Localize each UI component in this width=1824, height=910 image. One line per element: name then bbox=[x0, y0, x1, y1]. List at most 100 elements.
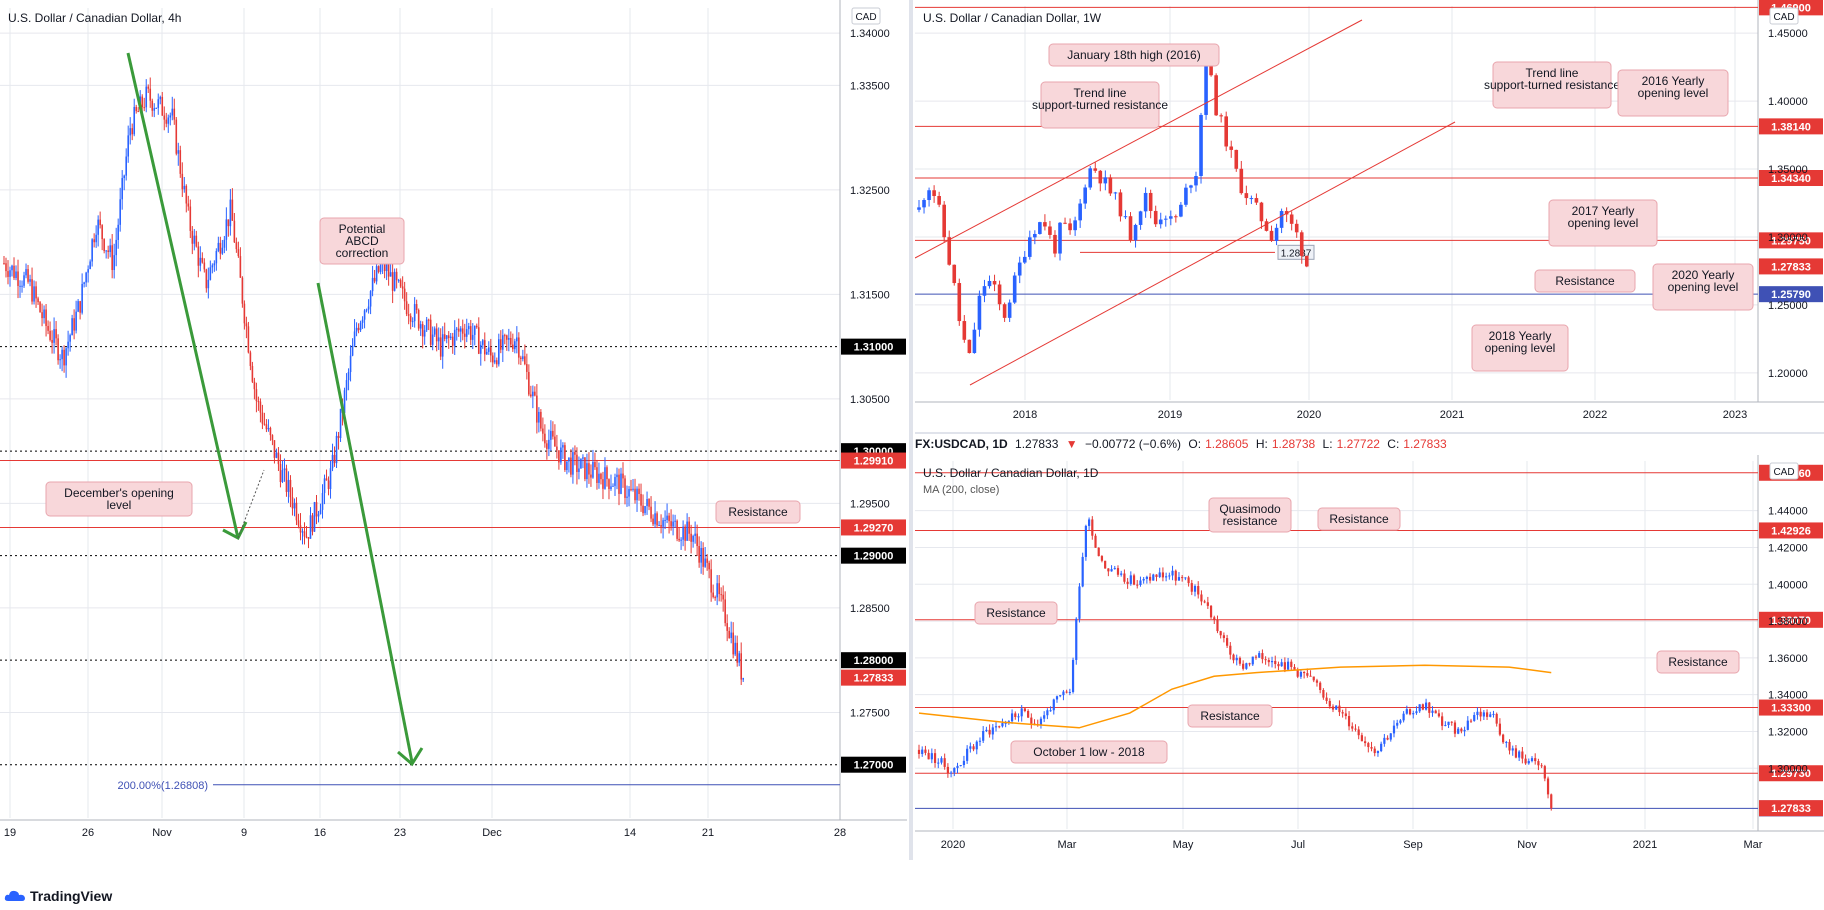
chart-daily-svg[interactable]: 1.460601.429261.380701.333001.297301.278… bbox=[915, 455, 1824, 860]
candle-body bbox=[560, 447, 562, 463]
candle-body bbox=[1514, 748, 1518, 758]
trendline-note-left-text: Trend line bbox=[1074, 86, 1127, 100]
candle-body bbox=[433, 328, 436, 335]
candle-body bbox=[953, 767, 956, 773]
candle-body bbox=[694, 533, 696, 536]
candle-body bbox=[536, 395, 538, 423]
candle-body bbox=[1274, 660, 1277, 665]
candle-body bbox=[193, 235, 196, 244]
candle-body bbox=[187, 203, 190, 207]
candle-body bbox=[485, 351, 488, 355]
candle-body bbox=[622, 473, 624, 479]
candle-body bbox=[311, 515, 314, 532]
price-change: −0.00772 (−0.6%) bbox=[1084, 437, 1182, 451]
price-tick-label: 1.45000 bbox=[1768, 28, 1808, 40]
candle-body bbox=[1142, 578, 1145, 581]
candle-body bbox=[1259, 202, 1264, 222]
candle-body bbox=[1107, 568, 1110, 572]
jan-2016-high-note-text: January 18th high (2016) bbox=[1067, 48, 1200, 62]
candle-body bbox=[71, 318, 73, 336]
candle-body bbox=[997, 284, 1002, 305]
candle-body bbox=[1380, 743, 1383, 752]
candle-body bbox=[1309, 675, 1312, 677]
candle-body bbox=[1214, 75, 1218, 116]
candle-body bbox=[21, 285, 23, 287]
candle-body bbox=[145, 86, 148, 108]
candle-body bbox=[1059, 695, 1062, 697]
panel-divider-horizontal[interactable] bbox=[915, 432, 1824, 434]
price-level-badge bbox=[1759, 232, 1823, 249]
chart-panel-weekly[interactable]: 1.469001.381401.343401.297501.28871.2579… bbox=[914, 0, 1824, 432]
candle-body bbox=[375, 266, 378, 282]
candle-body bbox=[564, 445, 566, 471]
price-axis-ticks: 1.30000 1.32000 1.34000 1.36000 1.38000 1.400… bbox=[1768, 506, 1808, 776]
candle-body bbox=[1007, 302, 1012, 318]
candle-body bbox=[123, 175, 125, 179]
candle-body bbox=[959, 765, 962, 767]
candle-body bbox=[225, 219, 228, 240]
chart-panel-daily[interactable]: 1.460601.429261.380701.333001.297301.278… bbox=[915, 455, 1824, 860]
candle-body bbox=[728, 630, 730, 638]
price-tick-label: 1.33500 bbox=[850, 80, 890, 92]
candle-body bbox=[63, 349, 65, 366]
candle-body bbox=[1224, 116, 1229, 147]
symbol-label: FX:USDCAD, 1D bbox=[915, 437, 1008, 451]
candle-body bbox=[698, 546, 700, 563]
candle-body bbox=[335, 435, 338, 464]
candle-body bbox=[927, 190, 931, 201]
time-tick-label: 21 bbox=[702, 827, 714, 839]
candle-body bbox=[13, 265, 15, 278]
chart-background bbox=[0, 0, 907, 860]
candle-body bbox=[946, 766, 949, 774]
candle-body bbox=[1234, 149, 1239, 169]
candle-body bbox=[1226, 638, 1229, 646]
tradingview-logo[interactable]: TradingView bbox=[4, 888, 112, 904]
chart-panel-4h[interactable]: 1.31000 1.30000 1.29910 1.29270 1.29000 1.280… bbox=[0, 0, 907, 860]
resistance-note-4-text: Resistance bbox=[1200, 709, 1260, 723]
candle-body bbox=[57, 338, 59, 361]
price-tick-label: 1.32000 bbox=[1768, 726, 1808, 738]
candle-body bbox=[962, 760, 966, 766]
candle-body bbox=[1286, 661, 1290, 670]
resistance-note-2-text: Resistance bbox=[986, 606, 1046, 620]
currency-badge-label: CAD bbox=[1773, 12, 1794, 23]
chart-weekly-svg[interactable]: 1.469001.381401.343401.297501.28871.2579… bbox=[914, 0, 1824, 432]
candle-body bbox=[1083, 187, 1087, 204]
candle-body bbox=[943, 758, 946, 767]
candle-body bbox=[1249, 198, 1254, 200]
candle-body bbox=[1389, 733, 1392, 740]
candle-body bbox=[1200, 594, 1203, 602]
candle-body bbox=[574, 452, 576, 455]
candle-body bbox=[1261, 653, 1264, 660]
candle-body bbox=[1033, 233, 1037, 238]
time-tick-label: 2019 bbox=[1158, 409, 1182, 421]
candle-body bbox=[387, 264, 390, 277]
candle-body bbox=[1431, 710, 1434, 713]
candle-body bbox=[666, 515, 668, 520]
candle-body bbox=[129, 128, 132, 136]
candle-body bbox=[1399, 720, 1402, 723]
candle-body bbox=[937, 762, 940, 764]
candle-body bbox=[1023, 708, 1027, 712]
december-open-note-box bbox=[45, 481, 193, 517]
trendline-note-left-box bbox=[1040, 81, 1160, 129]
candle-body bbox=[181, 173, 184, 190]
candle-body bbox=[1392, 725, 1396, 734]
candle-body bbox=[1347, 716, 1351, 727]
panel-divider-vertical[interactable] bbox=[909, 0, 913, 860]
candle-body bbox=[313, 502, 316, 532]
candle-body bbox=[151, 100, 154, 111]
chart-4h-svg[interactable]: 1.310001.300001.299101.292701.290001.280… bbox=[0, 0, 907, 860]
candle-body bbox=[1133, 224, 1138, 241]
candle-body bbox=[413, 304, 416, 322]
candle-body bbox=[1075, 618, 1078, 660]
price-levels: 1.310001.300001.299101.292701.290001.280… bbox=[0, 338, 906, 792]
candle-body bbox=[1242, 663, 1245, 669]
candle-body bbox=[95, 234, 97, 243]
candle-body bbox=[972, 329, 977, 354]
currency-badge bbox=[1769, 7, 1799, 25]
candle-body bbox=[1537, 761, 1540, 766]
candle-body bbox=[522, 356, 524, 360]
candle-body bbox=[1405, 709, 1408, 714]
candle-body bbox=[664, 519, 666, 521]
